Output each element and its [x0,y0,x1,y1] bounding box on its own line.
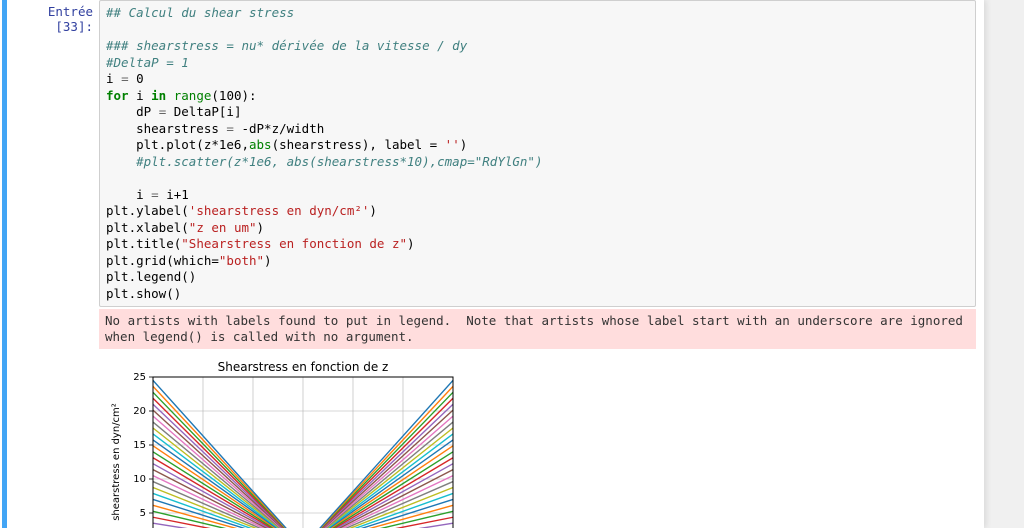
code-token [166,88,174,103]
code-token: plt.ylabel( [106,203,189,218]
code-token: DeltaP[i] [166,104,241,119]
svg-text:5: 5 [140,508,146,519]
input-prompt: Entrée [33]: [7,0,99,34]
code-line: plt.legend() [106,269,196,284]
code-token: dP [106,104,159,119]
code-token: (shearstress), label = [272,137,445,152]
code-token: ) [264,253,272,268]
prompt-n: 33 [63,19,78,34]
code-token: plt.title( [106,236,181,251]
code-cell: Entrée [33]: ## Calcul du shear stress #… [2,0,984,528]
code-token: shearstress [106,121,226,136]
stderr-pad [7,307,99,353]
code-editor[interactable]: ## Calcul du shear stress ### shearstres… [99,0,976,307]
code-token: for [106,88,129,103]
code-token: ) [369,203,377,218]
input-row: Entrée [33]: ## Calcul du shear stress #… [7,0,984,307]
svg-text:Shearstress en fonction de z: Shearstress en fonction de z [218,360,389,374]
code-token: plt.xlabel( [106,220,189,235]
code-token: range [174,88,212,103]
code-token: ) [257,220,265,235]
code-token: plt.plot(z*1e6, [106,137,249,152]
code-token: ) [407,236,415,251]
svg-text:10: 10 [133,474,146,485]
plot-output: -1.5-1.0-0.50.00.51.01.50510152025Shears… [103,357,463,528]
code-token: "z en um" [189,220,257,235]
code-line: #plt.scatter(z*1e6, abs(shearstress*10),… [106,154,543,169]
code-line: plt.show() [106,286,181,301]
code-token: (100): [211,88,256,103]
code-token: i [106,71,121,86]
code-token: 0 [129,71,144,86]
code-token: "both" [219,253,264,268]
code-token: i [129,88,152,103]
plot-row: -1.5-1.0-0.50.00.51.01.50510152025Shears… [7,353,984,528]
code-line: #DeltaP = 1 [106,55,189,70]
notebook-panel: Entrée [33]: ## Calcul du shear stress #… [0,0,984,528]
code-token: in [151,88,166,103]
code-token: 'shearstress en dyn/cm²' [189,203,370,218]
code-token: '' [445,137,460,152]
code-token: -dP*z/width [234,121,324,136]
code-token: i [106,187,151,202]
code-token: = [151,187,159,202]
svg-text:15: 15 [133,440,146,451]
prompt-suffix: ]: [78,19,93,34]
stderr-row: No artists with labels found to put in l… [7,307,984,353]
svg-text:20: 20 [133,406,146,417]
page-root: Entrée [33]: ## Calcul du shear stress #… [0,0,1024,528]
code-line: ## Calcul du shear stress [106,5,294,20]
plot-pad [7,353,99,528]
shearstress-chart: -1.5-1.0-0.50.00.51.01.50510152025Shears… [103,357,463,528]
code-token: ) [460,137,468,152]
svg-text:shearstress en dyn/cm²: shearstress en dyn/cm² [111,403,122,521]
code-token: i+1 [159,187,189,202]
code-token: abs [249,137,272,152]
code-line: ### shearstress = nu* dérivée de la vite… [106,38,467,53]
code-token: = [226,121,234,136]
svg-text:25: 25 [133,372,146,383]
code-token: plt.grid(which= [106,253,219,268]
code-token: = [121,71,129,86]
code-token: "Shearstress en fonction de z" [181,236,407,251]
stderr-text: No artists with labels found to put in l… [99,309,976,349]
